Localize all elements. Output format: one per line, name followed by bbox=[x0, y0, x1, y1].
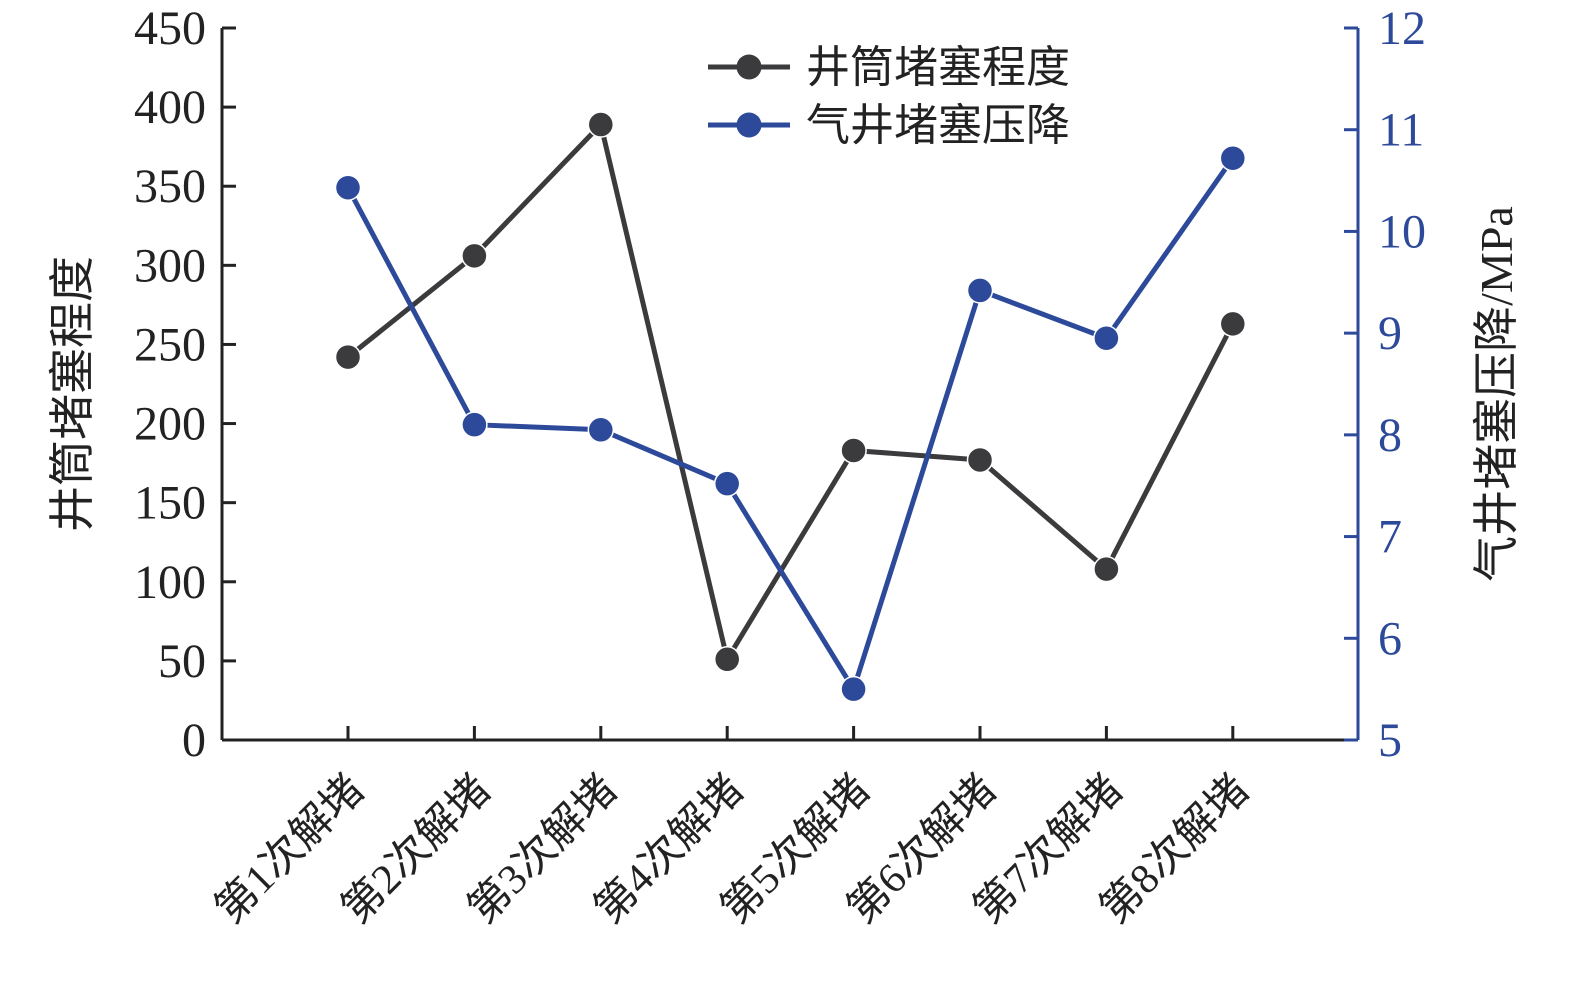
series-1-point bbox=[1219, 310, 1247, 338]
y-right-tick-label: 10 bbox=[1378, 205, 1426, 258]
series-line-2 bbox=[345, 156, 1235, 692]
y-left-tick-label: 50 bbox=[158, 635, 206, 688]
series-2-point bbox=[1219, 144, 1247, 172]
series-2-point bbox=[334, 174, 362, 201]
legend-marker bbox=[736, 112, 762, 138]
y-right-tick-label: 9 bbox=[1378, 307, 1402, 360]
series-1-point bbox=[461, 242, 488, 270]
series-group bbox=[334, 111, 1247, 703]
series-2-point bbox=[840, 675, 867, 703]
y-left-tick-label: 150 bbox=[134, 477, 206, 530]
y-left-tick-label: 350 bbox=[134, 160, 206, 213]
y-right-tick-label: 12 bbox=[1378, 2, 1426, 55]
y-right-tick-label: 7 bbox=[1378, 511, 1402, 564]
series-1-point bbox=[1093, 555, 1120, 583]
y-right-tick-label: 5 bbox=[1378, 714, 1402, 767]
y-right-tick-label: 8 bbox=[1378, 409, 1402, 462]
axes-group: 05010015020025030035040045056789101112第1… bbox=[134, 2, 1426, 933]
y-right-tick-label: 6 bbox=[1378, 612, 1402, 665]
legend-label: 气井堵塞压降 bbox=[806, 101, 1070, 150]
legend-marker bbox=[736, 54, 762, 80]
y-right-tick-label: 11 bbox=[1378, 104, 1424, 157]
y-left-tick-label: 300 bbox=[134, 239, 206, 292]
series-line-1 bbox=[346, 122, 1236, 662]
series-1-point bbox=[334, 343, 362, 371]
legend-label: 井筒堵塞程度 bbox=[806, 43, 1070, 92]
y-left-tick-label: 200 bbox=[134, 398, 206, 451]
series-2-point bbox=[713, 470, 741, 497]
series-1-point bbox=[713, 646, 741, 673]
y-left-tick-label: 450 bbox=[134, 2, 206, 55]
series-1-point bbox=[966, 446, 994, 474]
y-left-tick-label: 100 bbox=[134, 556, 206, 609]
y-left-tick-label: 400 bbox=[134, 81, 206, 134]
series-2-point bbox=[587, 416, 615, 444]
y-left-tick-label: 0 bbox=[182, 714, 206, 767]
series-2-point bbox=[461, 411, 488, 438]
series-2-point bbox=[1093, 324, 1120, 352]
y-axis-right-title: 气井堵塞压降/MPa bbox=[1471, 206, 1522, 582]
series-1-point bbox=[587, 111, 615, 138]
y-axis-left-title: 井筒堵塞程度 bbox=[47, 256, 98, 532]
series-1-point bbox=[840, 437, 867, 464]
series-2-point bbox=[966, 277, 994, 304]
y-left-tick-label: 250 bbox=[134, 318, 206, 371]
